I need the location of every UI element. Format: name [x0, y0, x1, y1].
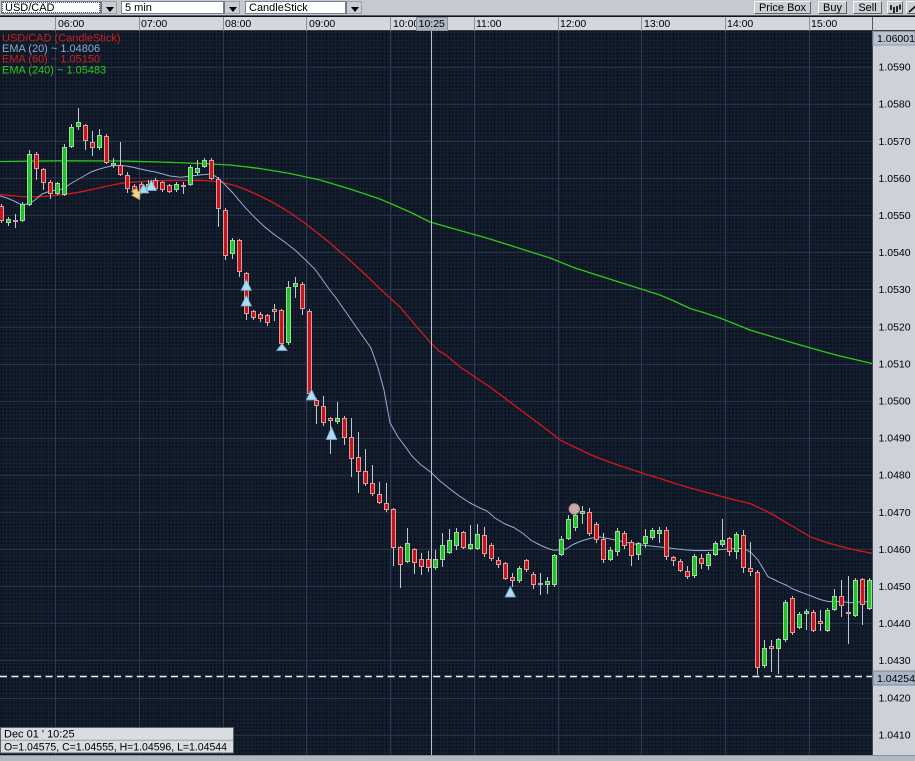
svg-text:1.0500: 1.0500	[879, 396, 911, 408]
svg-text:USD/CAD (CandleStick): USD/CAD (CandleStick)	[2, 33, 121, 45]
svg-text:Dec 01 ' 10:25: Dec 01 ' 10:25	[4, 729, 75, 741]
svg-text:EMA (240) ~ 1.05483: EMA (240) ~ 1.05483	[2, 65, 106, 77]
svg-text:EMA (20) ~ 1.04806: EMA (20) ~ 1.04806	[2, 43, 100, 55]
svg-text:1.0550: 1.0550	[879, 210, 911, 222]
svg-text:EMA (60) ~ 1.05150: EMA (60) ~ 1.05150	[2, 54, 100, 66]
svg-text:1.04254: 1.04254	[877, 673, 915, 685]
svg-text:1.0470: 1.0470	[879, 507, 911, 519]
svg-text:1.0520: 1.0520	[879, 321, 911, 333]
svg-text:1.0460: 1.0460	[879, 544, 911, 556]
svg-text:1.0530: 1.0530	[879, 284, 911, 296]
svg-text:1.0590: 1.0590	[879, 62, 911, 74]
svg-text:1.06001: 1.06001	[877, 33, 915, 45]
svg-text:1.0430: 1.0430	[879, 655, 911, 667]
svg-text:1.0510: 1.0510	[879, 358, 911, 370]
svg-text:1.0480: 1.0480	[879, 470, 911, 482]
svg-text:1.0580: 1.0580	[879, 99, 911, 111]
svg-text:1.0490: 1.0490	[879, 433, 911, 445]
svg-text:1.0450: 1.0450	[879, 581, 911, 593]
svg-text:1.0570: 1.0570	[879, 136, 911, 148]
svg-text:1.0420: 1.0420	[879, 692, 911, 704]
svg-text:O=1.04575, C=1.04555, H=1.0459: O=1.04575, C=1.04555, H=1.04596, L=1.045…	[4, 742, 227, 754]
svg-text:1.0540: 1.0540	[879, 247, 911, 259]
svg-text:1.0410: 1.0410	[879, 729, 911, 741]
svg-text:1.0560: 1.0560	[879, 173, 911, 185]
svg-text:1.0440: 1.0440	[879, 618, 911, 630]
